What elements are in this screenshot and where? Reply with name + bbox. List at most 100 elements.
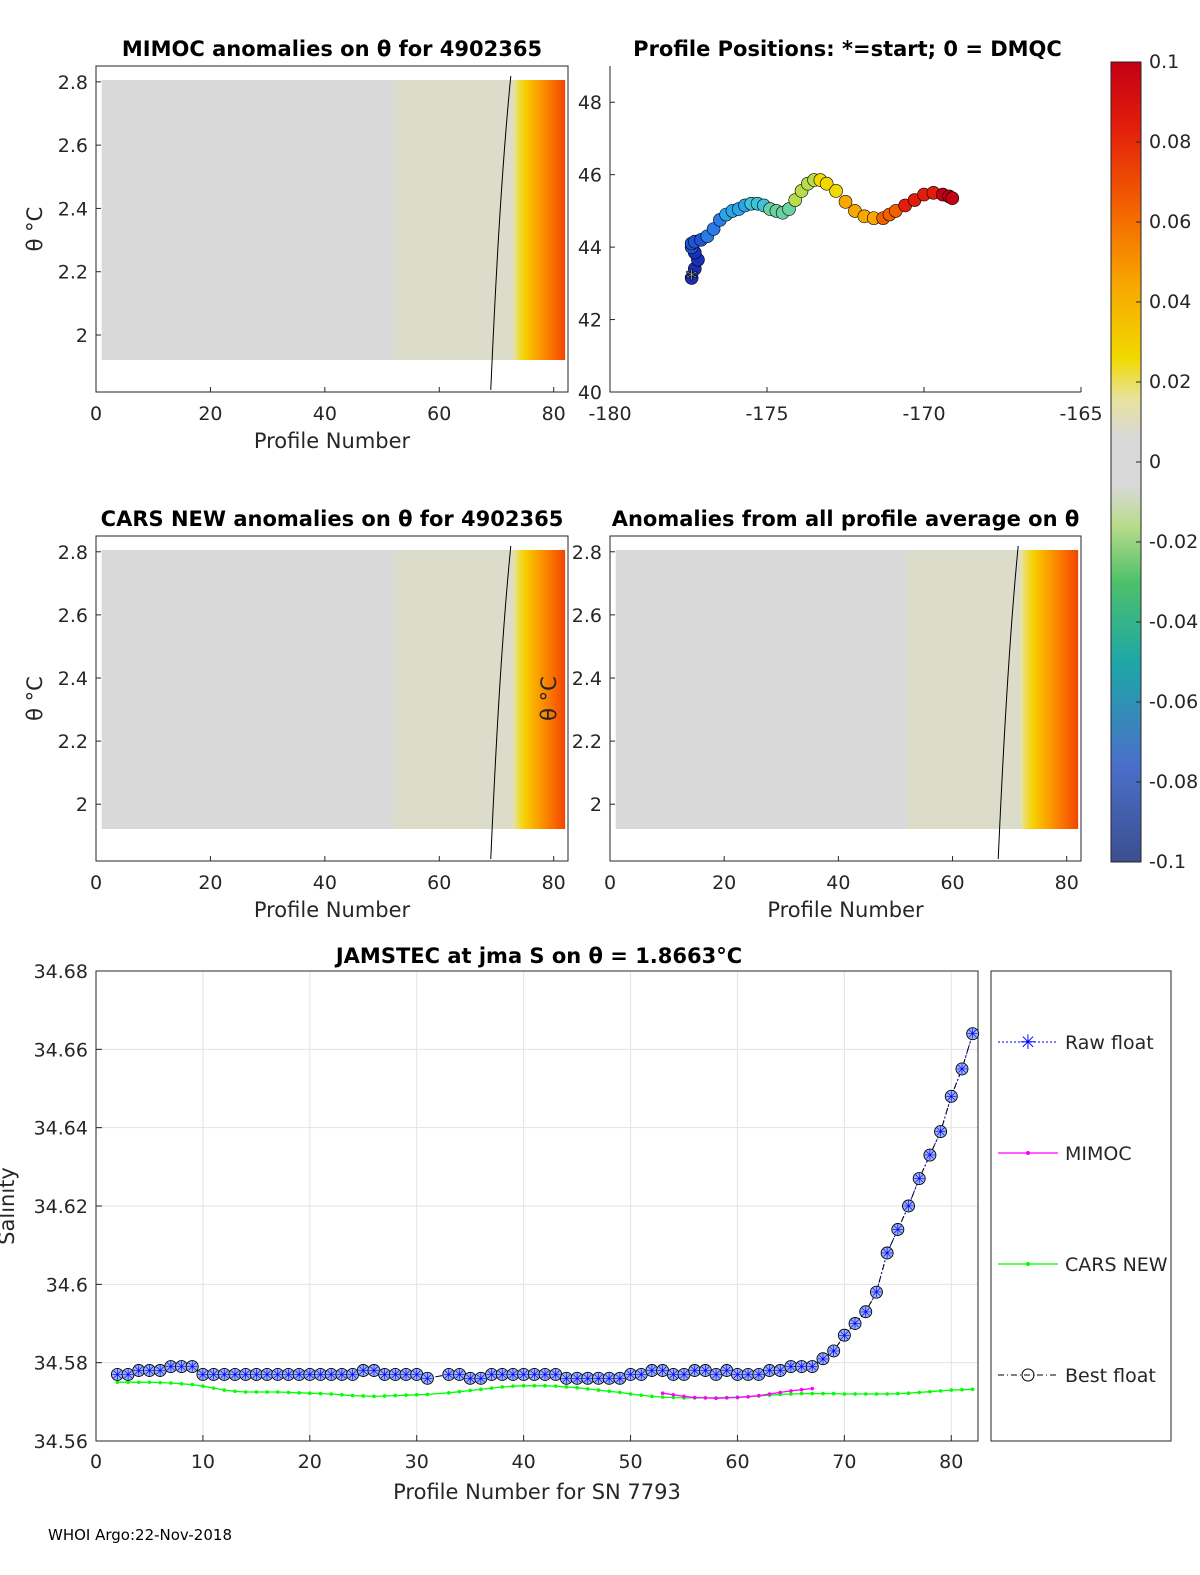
- x-tick-label: 40: [826, 872, 850, 894]
- raw-float-point: ✳: [967, 1027, 979, 1043]
- cars-anomaly-panel: 0 20 40 60 80 2 2.2 2.4 2.6 2.8 CARS NEW anomalies…: [23, 507, 569, 922]
- x-tick-label: 50: [618, 1451, 642, 1473]
- x-tick-label: 0: [90, 1451, 102, 1473]
- cars-point: [949, 1388, 954, 1392]
- x-tick-label: 20: [198, 403, 222, 425]
- cars-point: [863, 1392, 868, 1396]
- raw-float-point: ✳: [165, 1360, 177, 1376]
- x-tick-label: 40: [512, 1451, 536, 1473]
- x-axis-label: Profile Number: [254, 898, 411, 922]
- salinity-legend: ✳ Raw float MIMOC CARS NEW Best float: [990, 970, 1172, 1442]
- raw-float-point: ✳: [368, 1364, 380, 1380]
- cars-point: [789, 1392, 793, 1396]
- raw-float-point: ✳: [528, 1367, 540, 1383]
- cars-point: [938, 1389, 943, 1393]
- raw-float-point: ✳: [657, 1364, 669, 1380]
- profile-position-point: [829, 184, 843, 198]
- cars-point: [308, 1391, 312, 1396]
- cars-point: [350, 1393, 355, 1398]
- colorbar-tick-label: -0.08: [1149, 771, 1198, 793]
- cars-point: [650, 1394, 654, 1399]
- x-tick-label: 60: [427, 872, 451, 894]
- cars-point: [553, 1384, 558, 1388]
- x-tick-label: 20: [198, 872, 222, 894]
- panel-title: JAMSTEC at jma S on θ = 1.8663°C: [334, 944, 742, 968]
- legend-label-raw: Raw float: [1065, 1032, 1154, 1054]
- cars-point: [404, 1393, 408, 1397]
- panel-title: CARS NEW anomalies on θ for 4902365: [101, 507, 564, 531]
- anomaly-field-tint: [393, 550, 514, 829]
- y-tick-label: 34.62: [34, 1196, 88, 1218]
- footer-credit: WHOI Argo:22-Nov-2018: [48, 1526, 232, 1544]
- y-tick-label: 2.6: [572, 605, 602, 627]
- cars-point: [799, 1391, 804, 1396]
- best-float-point: [420, 1371, 434, 1385]
- best-float-point: [944, 1089, 958, 1103]
- legend-entry-raw: ✳ Raw float: [998, 1030, 1154, 1054]
- y-tick-label: 2.6: [58, 135, 88, 157]
- raw-float-point: ✳: [710, 1367, 722, 1383]
- raw-float-point: ✳: [956, 1062, 968, 1078]
- raw-float-point: ✳: [924, 1148, 936, 1164]
- y-tick-label: 2.6: [58, 605, 88, 627]
- y-tick-label: 2: [76, 325, 88, 347]
- raw-float-point: ✳: [122, 1367, 134, 1383]
- cars-point: [928, 1389, 932, 1394]
- raw-float-point: ✳: [464, 1371, 476, 1387]
- raw-float-point: ✳: [443, 1367, 455, 1383]
- raw-float-point: ✳: [283, 1367, 295, 1383]
- colorbar-tick-label: -0.04: [1149, 611, 1198, 633]
- x-tick-label: 80: [1055, 872, 1079, 894]
- cars-point: [179, 1382, 184, 1386]
- colorbar-tick-label: 0: [1149, 451, 1161, 473]
- y-tick-label: 2.8: [58, 542, 88, 564]
- x-tick-label: -175: [745, 403, 788, 425]
- y-tick-label: 34.6: [46, 1274, 88, 1296]
- cars-point: [970, 1387, 975, 1392]
- cars-point: [831, 1391, 836, 1396]
- raw-float-point: ✳: [176, 1360, 188, 1376]
- cars-point: [906, 1391, 911, 1396]
- raw-float-point: ✳: [742, 1367, 754, 1383]
- best-float-point: [869, 1285, 883, 1299]
- cars-point: [233, 1389, 237, 1394]
- x-tick-label: 0: [90, 872, 102, 894]
- cars-point: [660, 1395, 665, 1399]
- mimoc-point: [703, 1396, 708, 1400]
- best-float-point: [827, 1344, 841, 1358]
- colorbar-tick-label: 0.04: [1149, 291, 1191, 313]
- y-tick-label: 34.56: [34, 1431, 88, 1453]
- anomaly-field-tint: [393, 80, 514, 360]
- raw-float-point: ✳: [325, 1367, 337, 1383]
- mimoc-point: [799, 1387, 804, 1392]
- y-axis-label: θ °C: [537, 676, 561, 721]
- legend-entry-cars: CARS NEW: [998, 1254, 1168, 1276]
- cars-point: [265, 1390, 269, 1394]
- best-float-point: [848, 1317, 862, 1330]
- raw-float-point: ✳: [197, 1367, 209, 1383]
- best-float-point: [185, 1360, 199, 1374]
- raw-float-point: ✳: [903, 1199, 915, 1215]
- x-tick-label: 80: [939, 1451, 963, 1473]
- mimoc-anomaly-panel: 0 20 40 60 80 2 2.2 2.4 2.6 2.8 MIMOC anomalies on…: [23, 37, 569, 453]
- cars-point: [297, 1391, 301, 1395]
- x-tick-label: 0: [90, 403, 102, 425]
- raw-float-point: ✳: [785, 1360, 797, 1376]
- x-tick-label: 70: [832, 1451, 856, 1473]
- legend-label-cars: CARS NEW: [1065, 1254, 1168, 1276]
- raw-float-point: ✳: [849, 1317, 861, 1333]
- x-tick-label: 80: [542, 403, 566, 425]
- best-float-point: [912, 1172, 926, 1186]
- colorbar-tick-label: -0.02: [1149, 531, 1198, 553]
- y-axis-label: Salinity: [0, 1167, 19, 1245]
- profile-position-point: [945, 191, 960, 206]
- x-tick-label: 30: [405, 1451, 429, 1473]
- y-axis-label: θ °C: [23, 207, 47, 252]
- raw-float-point: ✳: [315, 1367, 327, 1383]
- raw-float-point: ✳: [860, 1305, 872, 1321]
- raw-float-point: ✳: [753, 1367, 765, 1383]
- mimoc-point: [810, 1386, 815, 1391]
- mimoc-point: [757, 1393, 761, 1398]
- raw-float-point: ✳: [144, 1364, 156, 1380]
- x-tick-label: 80: [542, 872, 566, 894]
